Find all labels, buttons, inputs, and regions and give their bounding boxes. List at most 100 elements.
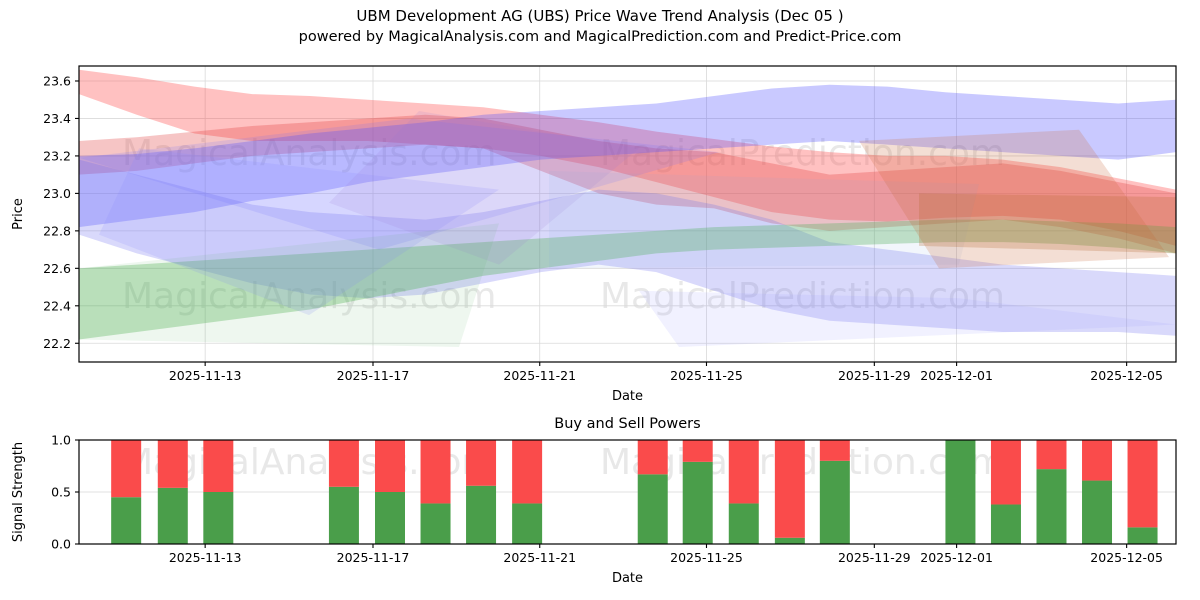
price-ytick-label-1: 22.4	[43, 298, 71, 313]
bar-buy-segment	[111, 497, 142, 544]
bar-buy-segment	[990, 504, 1021, 544]
bar-column	[682, 440, 713, 544]
bar-column	[203, 440, 234, 544]
price-ytick-label-2: 22.6	[43, 261, 71, 276]
bar-sell-segment	[1127, 440, 1158, 528]
bars-x-axis-label: Date	[612, 571, 643, 586]
bar-column	[328, 440, 359, 544]
bar-sell-segment	[728, 440, 759, 504]
bar-column	[1082, 440, 1113, 544]
price-xtick-label-3: 2025-11-25	[670, 368, 743, 383]
price-xtick-label-4: 2025-11-29	[838, 368, 911, 383]
watermark-prediction-top: MagicalPrediction.com	[600, 133, 1005, 174]
bars-y-axis-label: Signal Strength	[11, 442, 26, 542]
price-ytick-label-3: 22.8	[43, 223, 71, 238]
bar-buy-segment	[728, 503, 759, 544]
bars-ytick-label-1: 0.5	[51, 485, 71, 500]
bars-ytick-label-0: 0.0	[51, 537, 71, 552]
bar-buy-segment	[1036, 469, 1067, 544]
price-y-ticks: 22.2 22.4 22.6 22.8 23.0 23.2 23.4 23.6	[43, 73, 79, 351]
bars-panel-title: Buy and Sell Powers	[554, 416, 700, 432]
bar-buy-segment	[1127, 527, 1158, 544]
price-band-red-band2-upper	[79, 114, 1176, 254]
bar-column	[774, 440, 805, 544]
price-x-ticks: 2025-11-13 2025-11-17 2025-11-21 2025-11-25…	[169, 362, 1163, 383]
bar-sell-segment	[157, 440, 188, 488]
bars-group	[111, 440, 1158, 544]
bar-sell-segment	[819, 440, 850, 461]
wedge-blue-4	[639, 290, 1176, 348]
bar-sell-segment	[637, 440, 668, 475]
price-band-blue-band2-upper	[79, 159, 1176, 336]
wedge-violet-1	[329, 110, 639, 265]
bars-xtick-label-0: 2025-11-13	[169, 550, 242, 565]
wedge-blue-3	[549, 170, 979, 269]
bar-buy-segment	[420, 503, 451, 544]
bar-sell-segment	[375, 440, 405, 492]
price-ytick-label-7: 23.6	[43, 73, 71, 88]
bar-sell-segment	[328, 440, 359, 487]
bar-column	[1127, 440, 1158, 544]
price-wave-wedges	[79, 110, 1176, 348]
bar-column	[990, 440, 1021, 544]
bar-column	[637, 440, 668, 544]
price-xtick-label-1: 2025-11-17	[337, 368, 410, 383]
bar-sell-segment	[420, 440, 451, 504]
bar-sell-segment	[512, 440, 543, 504]
bars-xtick-label-5: 2025-12-01	[920, 550, 993, 565]
bars-x-ticks: 2025-11-13 2025-11-17 2025-11-21 2025-11-25…	[169, 544, 1163, 565]
bar-buy-segment	[1082, 480, 1113, 544]
wedge-blue-1	[79, 118, 719, 250]
bar-buy-segment	[157, 487, 188, 544]
bar-buy-segment	[466, 485, 497, 544]
bar-buy-segment	[682, 461, 713, 544]
bar-column	[819, 440, 850, 544]
price-wave-panel: 22.2 22.4 22.6 22.8 23.0 23.2 23.4 23.6 2025-11-…	[11, 65, 1177, 404]
bar-buy-segment	[819, 460, 850, 544]
price-band-blue-band-upper	[79, 84, 1176, 228]
bar-sell-segment	[111, 440, 142, 498]
bar-column	[728, 440, 759, 544]
bar-column	[466, 440, 497, 544]
bar-sell-segment	[682, 440, 713, 462]
bars-xtick-label-3: 2025-11-25	[670, 550, 743, 565]
bar-column	[111, 440, 142, 544]
bar-sell-segment	[774, 440, 805, 538]
watermark-prediction-bottom: MagicalPrediction.com	[600, 276, 1005, 317]
price-ytick-label-5: 23.2	[43, 148, 71, 163]
price-band-red-band-upper	[79, 69, 1176, 246]
price-ytick-label-4: 23.0	[43, 186, 71, 201]
bar-sell-segment	[1082, 440, 1113, 481]
wedge-orange-1	[859, 129, 1169, 269]
price-xtick-label-6: 2025-12-05	[1090, 368, 1163, 383]
price-xtick-label-2: 2025-11-21	[503, 368, 576, 383]
bar-buy-segment	[774, 537, 805, 544]
bars-xtick-label-4: 2025-11-29	[838, 550, 911, 565]
bar-sell-segment	[466, 440, 497, 486]
bars-xtick-label-6: 2025-12-05	[1090, 550, 1163, 565]
price-gridlines	[79, 66, 1176, 362]
bar-buy-segment	[375, 492, 405, 544]
bar-buy-segment	[203, 492, 234, 544]
bar-column	[945, 440, 976, 544]
wedge-green-1	[79, 223, 499, 348]
price-axis-frame	[78, 65, 1177, 363]
bar-column	[375, 440, 405, 544]
price-ytick-label-6: 23.4	[43, 111, 71, 126]
bar-column	[512, 440, 543, 544]
price-y-axis-label: Price	[11, 198, 26, 230]
bars-xtick-label-1: 2025-11-17	[337, 550, 410, 565]
bar-column	[1036, 440, 1067, 544]
bars-y-ticks: 0.0 0.5 1.0	[51, 433, 79, 552]
watermark-analysis-top: MagicalAnalysis.com	[122, 133, 496, 174]
price-xtick-label-5: 2025-12-01	[920, 368, 993, 383]
watermark-analysis-bottom: MagicalAnalysis.com	[122, 276, 496, 317]
wedge-blue-2	[99, 148, 499, 316]
bar-column	[157, 440, 188, 544]
bar-buy-segment	[512, 503, 543, 544]
price-x-axis-label: Date	[612, 389, 643, 404]
bar-buy-segment	[945, 440, 976, 544]
bar-buy-segment	[637, 474, 668, 544]
